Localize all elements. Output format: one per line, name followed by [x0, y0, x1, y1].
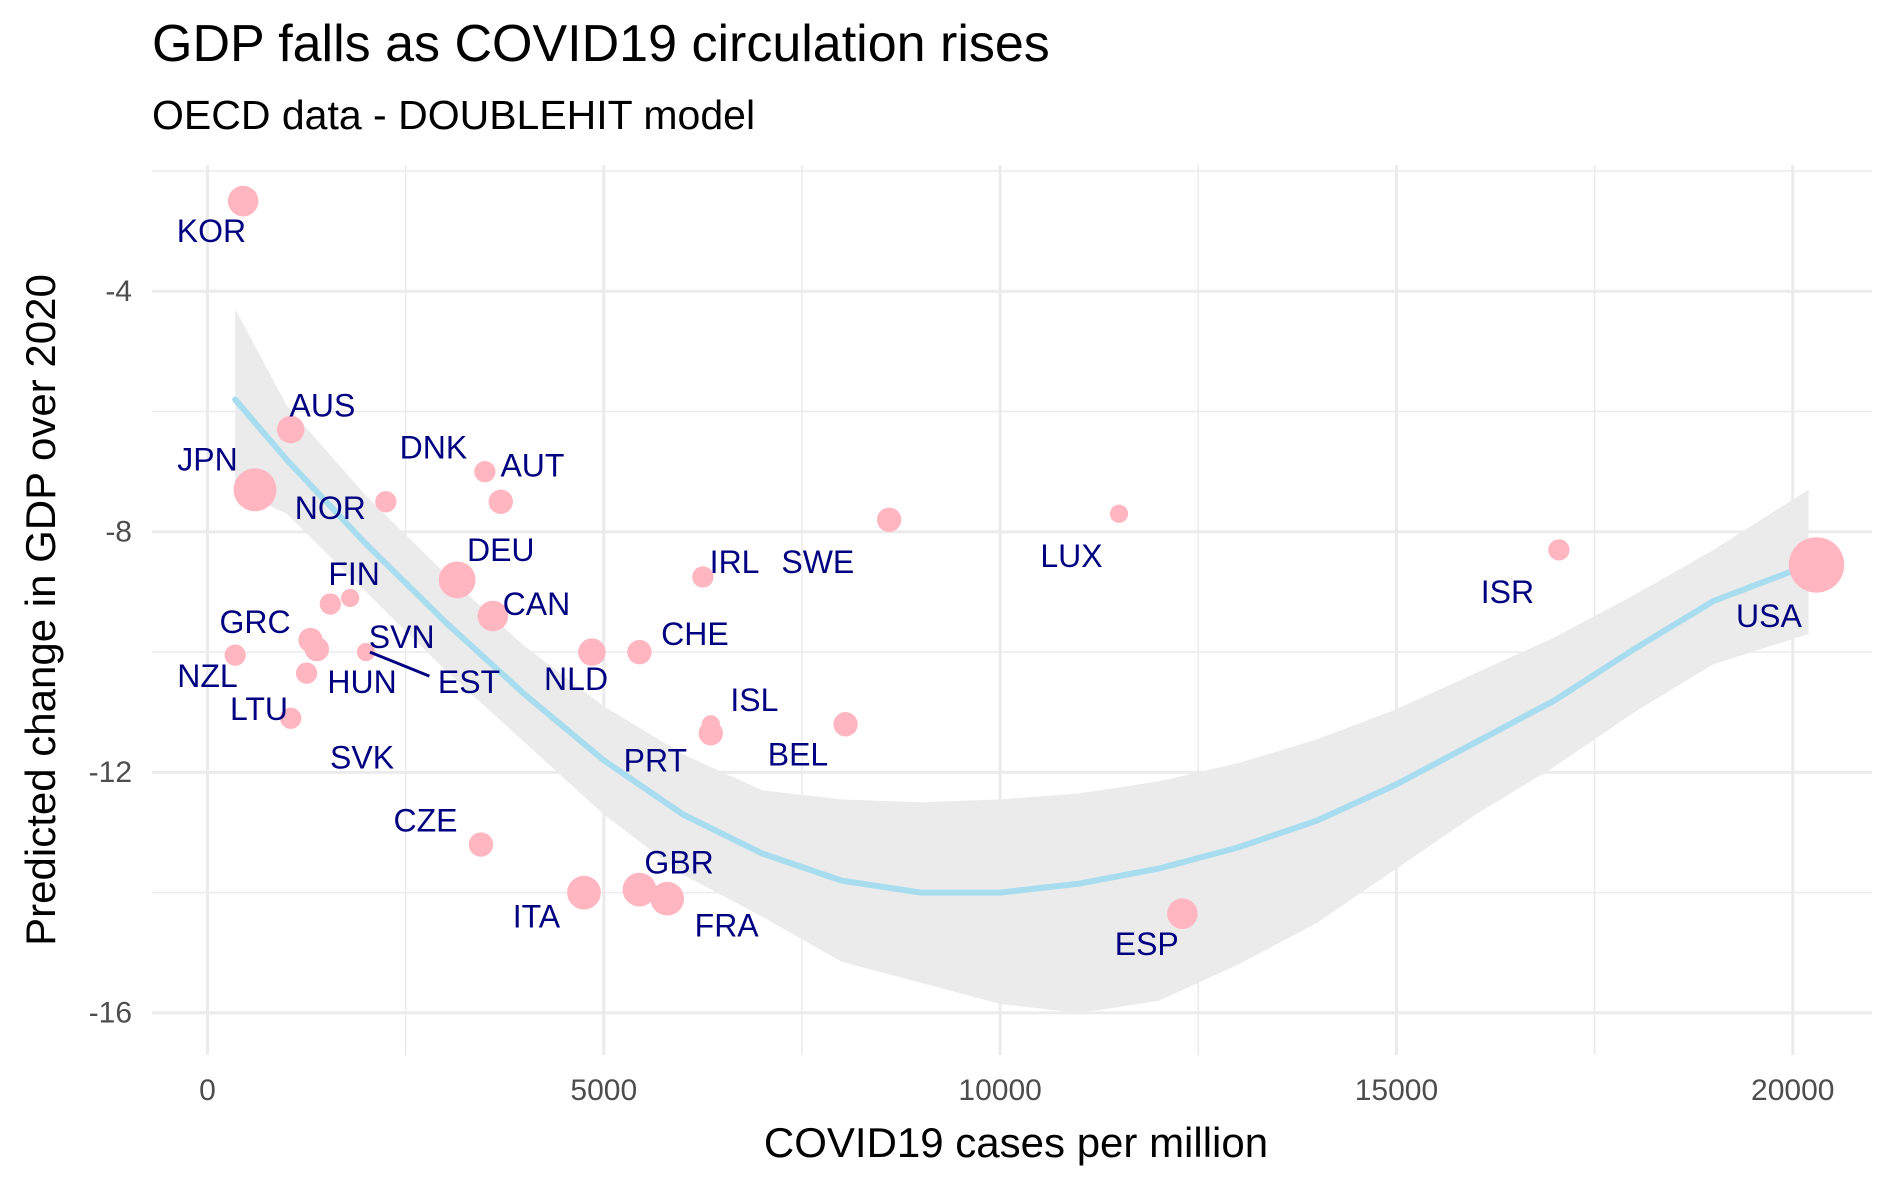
point-isr — [1548, 539, 1570, 561]
point-esp — [1167, 898, 1198, 929]
y-tick-label: -16 — [89, 996, 132, 1029]
y-axis-label: Predicted change in GDP over 2020 — [17, 274, 64, 946]
country-label: PRT — [624, 742, 687, 778]
country-label: FIN — [328, 556, 380, 592]
country-label: SVN — [369, 619, 435, 655]
points-layer — [224, 185, 1845, 929]
country-label: EST — [438, 664, 500, 700]
confidence-band — [235, 309, 1809, 1013]
point-lux — [1109, 504, 1129, 523]
point-usa — [1788, 537, 1845, 593]
labels-layer: KOR AUS JPN DNK NOR AUT DEU FIN CAN GRC SVN NZL HUN E… — [177, 213, 1803, 962]
point-nzl — [224, 644, 246, 666]
point-fin — [319, 593, 341, 615]
point-grc2 — [304, 636, 330, 662]
x-axis-ticks: 0 5000 10000 15000 20000 — [199, 1074, 1834, 1107]
label-segment — [369, 650, 430, 678]
country-label: CZE — [393, 802, 457, 838]
country-label: AUT — [500, 448, 564, 484]
country-label: GBR — [644, 845, 713, 881]
point-dnk — [474, 461, 496, 483]
point-svn — [356, 642, 376, 662]
y-tick-label: -12 — [89, 756, 132, 789]
country-label: ITA — [513, 899, 561, 935]
point-bel — [833, 712, 858, 737]
y-tick-label: -8 — [105, 515, 132, 548]
point-gbr — [622, 872, 657, 907]
x-tick-label: 15000 — [1355, 1074, 1438, 1107]
country-label: DNK — [400, 430, 468, 466]
chart-title: GDP falls as COVID19 circulation rises — [152, 15, 1050, 73]
point-jpn — [233, 468, 277, 512]
point-swe — [876, 507, 902, 532]
y-axis-ticks: -4 -8 -12 -16 — [89, 275, 132, 1030]
x-tick-label: 0 — [199, 1074, 216, 1107]
point-irl — [692, 566, 714, 588]
country-label: KOR — [177, 213, 246, 249]
country-label: NZL — [177, 658, 237, 694]
point-ltu — [280, 707, 302, 729]
country-label: ISL — [730, 682, 778, 718]
label-segments-layer — [369, 650, 430, 678]
point-fin2 — [341, 588, 360, 608]
country-label: CAN — [503, 586, 571, 622]
country-label: IRL — [710, 544, 760, 580]
point-fra — [650, 881, 685, 916]
point-cze — [468, 832, 494, 857]
grid-lines — [152, 165, 1872, 1055]
point-nld — [578, 638, 606, 666]
point-aus — [276, 415, 305, 444]
chart-subtitle: OECD data - DOUBLEHIT model — [152, 92, 756, 138]
country-label: ESP — [1115, 926, 1179, 962]
country-label: JPN — [177, 442, 237, 478]
smooth-line — [232, 396, 1812, 896]
point-nor — [375, 491, 397, 513]
x-tick-label: 20000 — [1751, 1074, 1834, 1107]
x-axis-label: COVID19 cases per million — [764, 1119, 1268, 1166]
country-label: GRC — [219, 604, 290, 640]
country-label: FRA — [695, 908, 760, 944]
country-label: USA — [1736, 598, 1802, 634]
y-tick-label: -4 — [105, 275, 132, 308]
x-tick-label: 5000 — [570, 1074, 637, 1107]
x-tick-label: 10000 — [958, 1074, 1041, 1107]
point-kor — [227, 185, 259, 217]
country-label: LTU — [230, 691, 288, 727]
country-label: DEU — [467, 532, 535, 568]
country-label: NOR — [295, 490, 366, 526]
point-ita — [567, 875, 601, 910]
confidence-band-layer — [235, 309, 1809, 1013]
country-label: LUX — [1040, 538, 1102, 574]
country-label: AUS — [290, 388, 356, 424]
country-label: CHE — [661, 616, 729, 652]
point-can — [477, 600, 509, 632]
country-label: HUN — [327, 664, 396, 700]
country-label: ISR — [1481, 574, 1534, 610]
country-label: SVK — [330, 739, 394, 775]
point-aut — [488, 489, 513, 514]
point-deu — [438, 561, 476, 599]
country-label: SWE — [781, 544, 854, 580]
smooth-line-layer — [232, 396, 1812, 896]
country-label: NLD — [544, 661, 608, 697]
point-hun — [295, 662, 318, 684]
point-che — [627, 639, 652, 665]
country-label: BEL — [768, 736, 828, 772]
point-prt — [698, 721, 724, 746]
